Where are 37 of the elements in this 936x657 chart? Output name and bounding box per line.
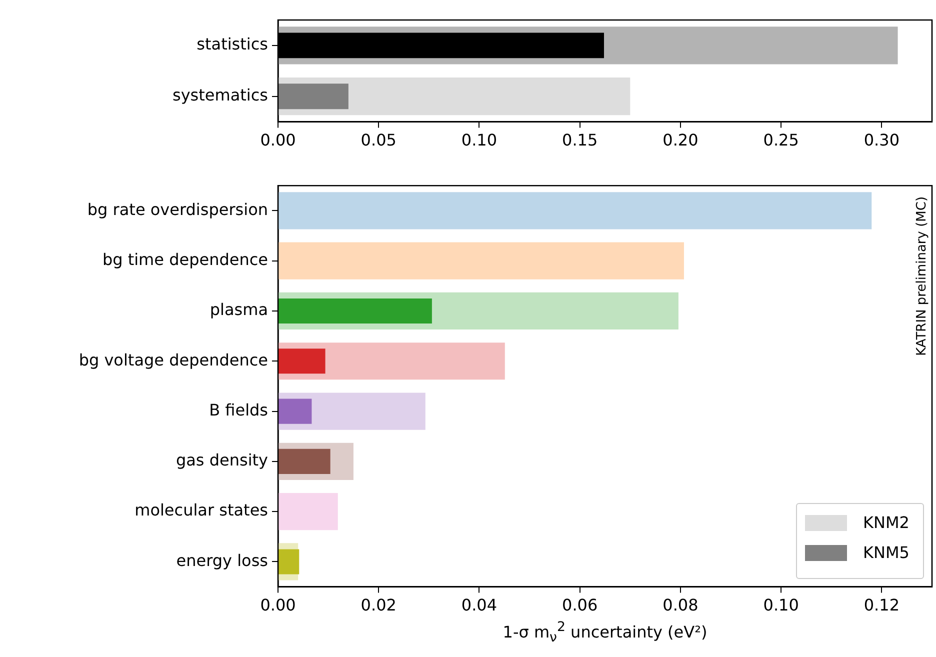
y-tick-label: bg rate overdispersion xyxy=(87,200,268,219)
bar xyxy=(278,298,432,324)
bar xyxy=(278,549,300,574)
y-tick-label: B fields xyxy=(209,400,268,420)
x-tick-label: 0.00 xyxy=(260,130,296,150)
bar xyxy=(278,192,872,230)
x-axis-title: 1-σ m$_{ν}$$^{2}$ uncertainty (eV²) xyxy=(502,620,708,646)
x-tick-label: 0.00 xyxy=(260,596,296,615)
y-tick-label: gas density xyxy=(176,450,268,470)
x-tick-label: 0.30 xyxy=(864,130,900,150)
y-tick-label: statistics xyxy=(196,34,268,54)
x-tick-label: 0.08 xyxy=(662,596,698,615)
x-tick-label: 0.04 xyxy=(461,596,498,615)
legend-label: KNM2 xyxy=(863,513,910,532)
x-tick-label: 0.20 xyxy=(662,130,698,150)
x-tick-label: 0.10 xyxy=(763,596,799,615)
text: KNM5 xyxy=(863,543,910,562)
x-tick-label: 0.25 xyxy=(763,130,799,150)
y-tick-label: molecular states xyxy=(134,500,268,520)
y-tick-label: bg time dependence xyxy=(102,250,268,269)
x-tick-label: 0.06 xyxy=(562,596,598,615)
bar xyxy=(278,84,348,110)
y-tick-label: bg voltage dependence xyxy=(78,350,268,370)
bar xyxy=(278,398,312,424)
x-tick-label: 0.05 xyxy=(360,130,396,150)
bar xyxy=(278,242,684,280)
bar xyxy=(278,448,330,474)
x-tick-label: 0.10 xyxy=(461,130,498,150)
x-tick-label: 0.02 xyxy=(360,596,396,615)
annotation: KATRIN preliminary (MC) xyxy=(914,196,930,356)
bar xyxy=(278,348,326,374)
x-tick-label: 0.15 xyxy=(562,130,598,150)
x-tick-label: 0.12 xyxy=(864,596,900,615)
bar xyxy=(278,493,338,530)
y-tick-label: plasma xyxy=(210,300,268,320)
y-tick-label: systematics xyxy=(172,86,268,105)
y-tick-label: energy loss xyxy=(176,550,268,570)
